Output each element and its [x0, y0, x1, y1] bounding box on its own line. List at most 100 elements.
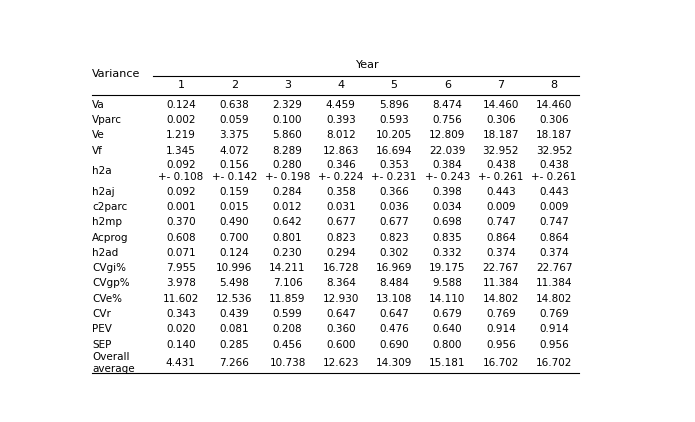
Text: 0.302: 0.302 — [379, 248, 409, 258]
Text: 0.476: 0.476 — [379, 324, 409, 334]
Text: 0.439: 0.439 — [220, 309, 249, 319]
Text: 0.490: 0.490 — [220, 217, 249, 227]
Text: 0.156: 0.156 — [220, 160, 249, 170]
Text: 0.608: 0.608 — [166, 233, 196, 243]
Text: 0.366: 0.366 — [379, 187, 409, 197]
Text: 0.384: 0.384 — [432, 160, 462, 170]
Text: 11.859: 11.859 — [269, 294, 306, 304]
Text: 0.031: 0.031 — [326, 202, 356, 212]
Text: 0.332: 0.332 — [432, 248, 462, 258]
Text: 0.800: 0.800 — [433, 340, 462, 349]
Text: 0.956: 0.956 — [486, 340, 516, 349]
Text: 0.358: 0.358 — [326, 187, 356, 197]
Text: 14.309: 14.309 — [376, 358, 412, 368]
Text: 19.175: 19.175 — [430, 263, 466, 273]
Text: 16.702: 16.702 — [536, 358, 572, 368]
Text: 3: 3 — [284, 80, 291, 90]
Text: 0.034: 0.034 — [433, 202, 462, 212]
Text: 1: 1 — [177, 80, 184, 90]
Text: 12.930: 12.930 — [322, 294, 359, 304]
Text: 22.767: 22.767 — [482, 263, 519, 273]
Text: 0.360: 0.360 — [326, 324, 356, 334]
Text: 0.638: 0.638 — [220, 100, 249, 110]
Text: 16.969: 16.969 — [376, 263, 412, 273]
Text: 16.694: 16.694 — [376, 146, 412, 156]
Text: PEV: PEV — [92, 324, 112, 334]
Text: 0.690: 0.690 — [379, 340, 409, 349]
Text: 12.536: 12.536 — [216, 294, 252, 304]
Text: 16.702: 16.702 — [482, 358, 519, 368]
Text: 0.374: 0.374 — [486, 248, 516, 258]
Text: 0.700: 0.700 — [220, 233, 249, 243]
Text: 10.738: 10.738 — [270, 358, 306, 368]
Text: 32.952: 32.952 — [482, 146, 519, 156]
Text: 14.110: 14.110 — [430, 294, 466, 304]
Text: 18.187: 18.187 — [536, 130, 573, 140]
Text: 0.698: 0.698 — [432, 217, 462, 227]
Text: 4: 4 — [337, 80, 345, 90]
Text: 0.747: 0.747 — [539, 217, 569, 227]
Text: 10.996: 10.996 — [216, 263, 252, 273]
Text: 0.679: 0.679 — [432, 309, 462, 319]
Text: 0.009: 0.009 — [539, 202, 569, 212]
Text: 0.306: 0.306 — [486, 115, 516, 125]
Text: 7.106: 7.106 — [272, 279, 302, 289]
Text: 0.001: 0.001 — [166, 202, 195, 212]
Text: 0.443: 0.443 — [539, 187, 569, 197]
Text: CVgp%: CVgp% — [92, 279, 130, 289]
Text: 0.756: 0.756 — [432, 115, 462, 125]
Text: 0.208: 0.208 — [272, 324, 302, 334]
Text: 0.124: 0.124 — [166, 100, 196, 110]
Text: 0.769: 0.769 — [539, 309, 569, 319]
Text: 0.438: 0.438 — [539, 160, 569, 170]
Text: 32.952: 32.952 — [536, 146, 573, 156]
Text: 4.459: 4.459 — [326, 100, 356, 110]
Text: +- 0.108: +- 0.108 — [158, 172, 204, 182]
Text: 0.593: 0.593 — [379, 115, 409, 125]
Text: 0.914: 0.914 — [539, 324, 569, 334]
Text: CVr: CVr — [92, 309, 111, 319]
Text: 9.588: 9.588 — [432, 279, 462, 289]
Text: 13.108: 13.108 — [376, 294, 412, 304]
Text: 8.364: 8.364 — [326, 279, 356, 289]
Text: 11.602: 11.602 — [163, 294, 199, 304]
Text: 0.914: 0.914 — [486, 324, 516, 334]
Text: 5.498: 5.498 — [219, 279, 249, 289]
Text: 14.211: 14.211 — [269, 263, 306, 273]
Text: 0.647: 0.647 — [326, 309, 356, 319]
Text: 7.266: 7.266 — [219, 358, 249, 368]
Text: 0.823: 0.823 — [326, 233, 356, 243]
Text: 0.956: 0.956 — [539, 340, 569, 349]
Text: +- 0.261: +- 0.261 — [532, 172, 577, 182]
Text: 5.860: 5.860 — [272, 130, 302, 140]
Text: 2.329: 2.329 — [272, 100, 302, 110]
Text: 0.059: 0.059 — [220, 115, 249, 125]
Text: h2aj: h2aj — [92, 187, 115, 197]
Text: 0.398: 0.398 — [432, 187, 462, 197]
Text: 14.460: 14.460 — [536, 100, 572, 110]
Text: 0.002: 0.002 — [166, 115, 195, 125]
Text: 0.438: 0.438 — [486, 160, 516, 170]
Text: 0.393: 0.393 — [326, 115, 356, 125]
Text: +- 0.198: +- 0.198 — [265, 172, 310, 182]
Text: Overall
average: Overall average — [92, 352, 135, 374]
Text: +- 0.224: +- 0.224 — [318, 172, 363, 182]
Text: 4.431: 4.431 — [166, 358, 196, 368]
Text: 0.456: 0.456 — [272, 340, 302, 349]
Text: 0.081: 0.081 — [220, 324, 249, 334]
Text: 0.092: 0.092 — [166, 187, 196, 197]
Text: h2a: h2a — [92, 166, 112, 176]
Text: 14.460: 14.460 — [482, 100, 519, 110]
Text: CVgi%: CVgi% — [92, 263, 126, 273]
Text: Va: Va — [92, 100, 105, 110]
Text: h2mp: h2mp — [92, 217, 122, 227]
Text: 0.640: 0.640 — [433, 324, 462, 334]
Text: 0.280: 0.280 — [272, 160, 302, 170]
Text: Ve: Ve — [92, 130, 105, 140]
Text: 1.219: 1.219 — [166, 130, 196, 140]
Text: 8.474: 8.474 — [432, 100, 462, 110]
Text: 0.747: 0.747 — [486, 217, 516, 227]
Text: 0.370: 0.370 — [166, 217, 196, 227]
Text: 14.802: 14.802 — [536, 294, 572, 304]
Text: 0.294: 0.294 — [326, 248, 356, 258]
